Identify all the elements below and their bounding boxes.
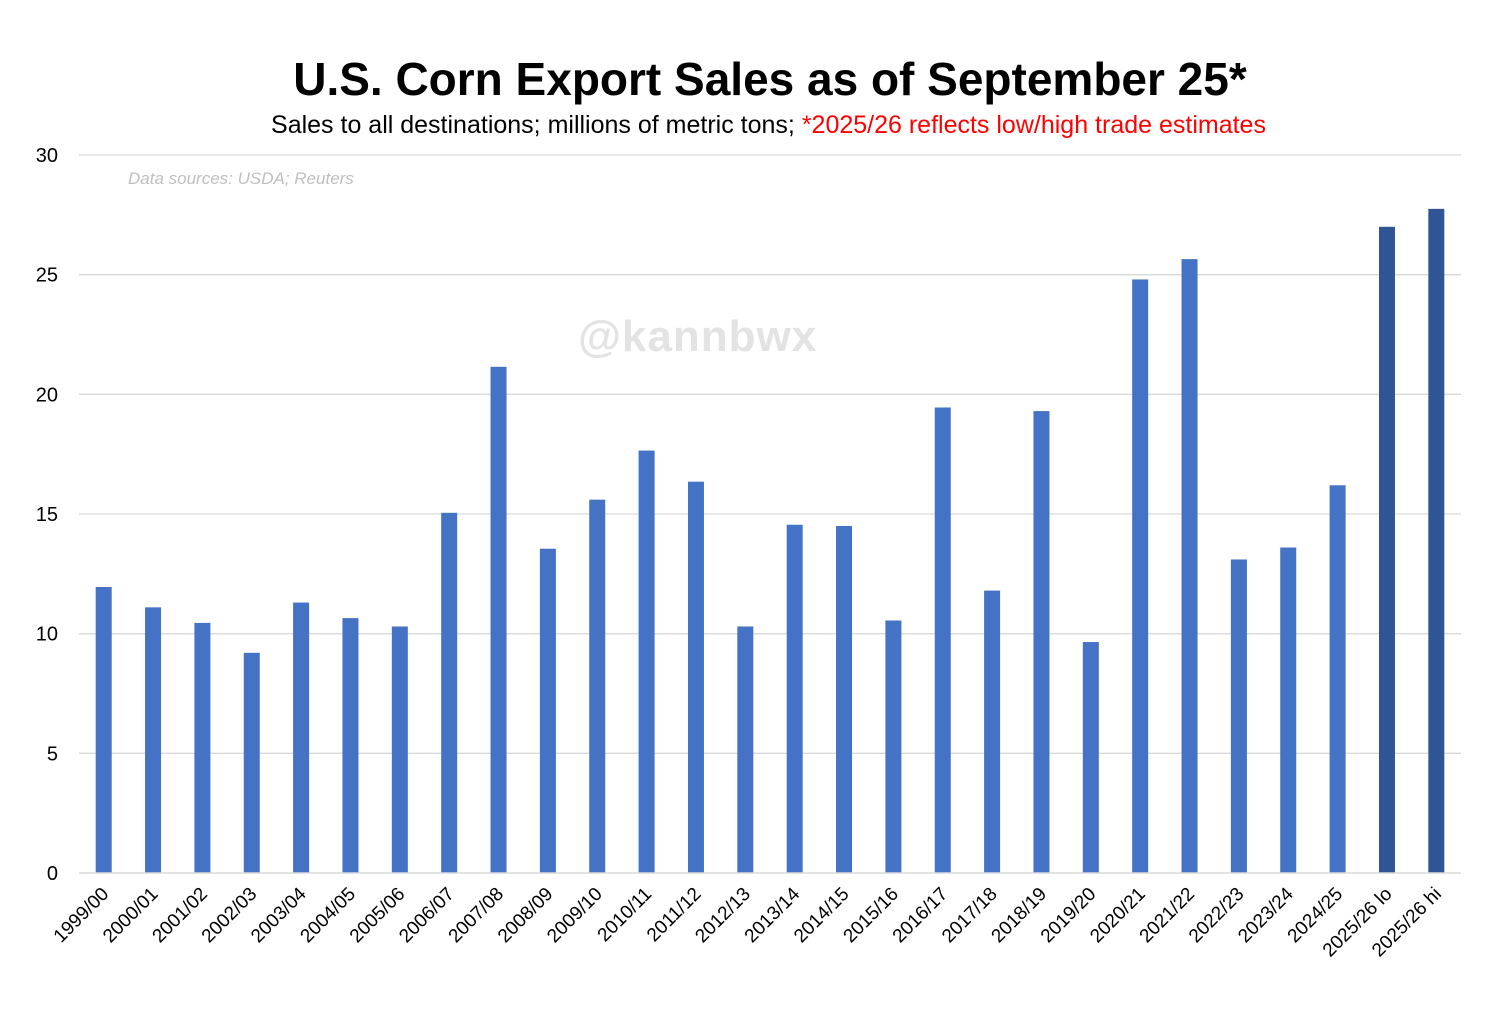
bar-2010-11 — [638, 450, 655, 873]
y-tick-label: 20 — [36, 384, 58, 406]
bar-2024-25 — [1329, 485, 1346, 873]
bar-2019-20 — [1082, 642, 1099, 873]
bar-2014-15 — [836, 525, 853, 873]
bar-2006-07 — [441, 512, 458, 873]
y-tick-label: 25 — [36, 265, 58, 287]
bar-2000-01 — [145, 607, 162, 873]
chart-title: U.S. Corn Export Sales as of September 2… — [293, 53, 1247, 105]
source-note: Data sources: USDA; Reuters — [128, 169, 354, 188]
bar-2017-18 — [984, 590, 1001, 873]
bar-2020-21 — [1132, 279, 1149, 873]
watermark: @kannbwx — [578, 312, 818, 361]
y-tick-label: 10 — [36, 624, 58, 646]
gridlines — [79, 154, 1461, 754]
bar-2001-02 — [194, 622, 211, 873]
y-tick-label: 30 — [36, 145, 58, 167]
bar-2004-05 — [342, 618, 359, 873]
x-tick-label: 2009/10 — [543, 884, 606, 947]
bar-2018-19 — [1033, 411, 1050, 873]
bar-2009-10 — [589, 499, 606, 873]
bar-2008-09 — [539, 548, 556, 873]
subtitle-main: Sales to all destinations; millions of m… — [271, 111, 795, 139]
bar-2011-12 — [687, 481, 704, 873]
bar-2021-22 — [1181, 259, 1198, 873]
y-tick-label: 0 — [47, 863, 58, 885]
bar-2003-04 — [293, 602, 310, 873]
bar-1999-00 — [95, 586, 112, 873]
bar-2015-16 — [885, 620, 902, 873]
bar-2002-03 — [243, 652, 260, 873]
bar-2023-24 — [1280, 547, 1297, 873]
bar-2025-26-hi — [1428, 208, 1445, 874]
bar-2007-08 — [490, 366, 507, 873]
y-tick-label: 5 — [47, 743, 58, 765]
x-tick-label: 2010/11 — [594, 884, 656, 946]
bar-2025-26-lo — [1378, 226, 1395, 874]
bar-2022-23 — [1230, 559, 1247, 873]
bar-2016-17 — [934, 407, 951, 873]
bars — [95, 208, 1445, 874]
subtitle-highlight: *2025/26 reflects low/high trade estimat… — [801, 111, 1266, 139]
y-tick-label: 15 — [36, 504, 58, 526]
bar-2012-13 — [737, 626, 754, 873]
bar-2005-06 — [391, 626, 408, 873]
x-axis-ticks: 1999/002000/012001/022002/032003/042004/… — [50, 883, 1446, 961]
y-axis-ticks: 0 5 10 15 20 25 30 — [36, 145, 58, 885]
bar-2013-14 — [786, 524, 803, 873]
chart-subtitle: Sales to all destinations; millions of m… — [0, 111, 1500, 140]
